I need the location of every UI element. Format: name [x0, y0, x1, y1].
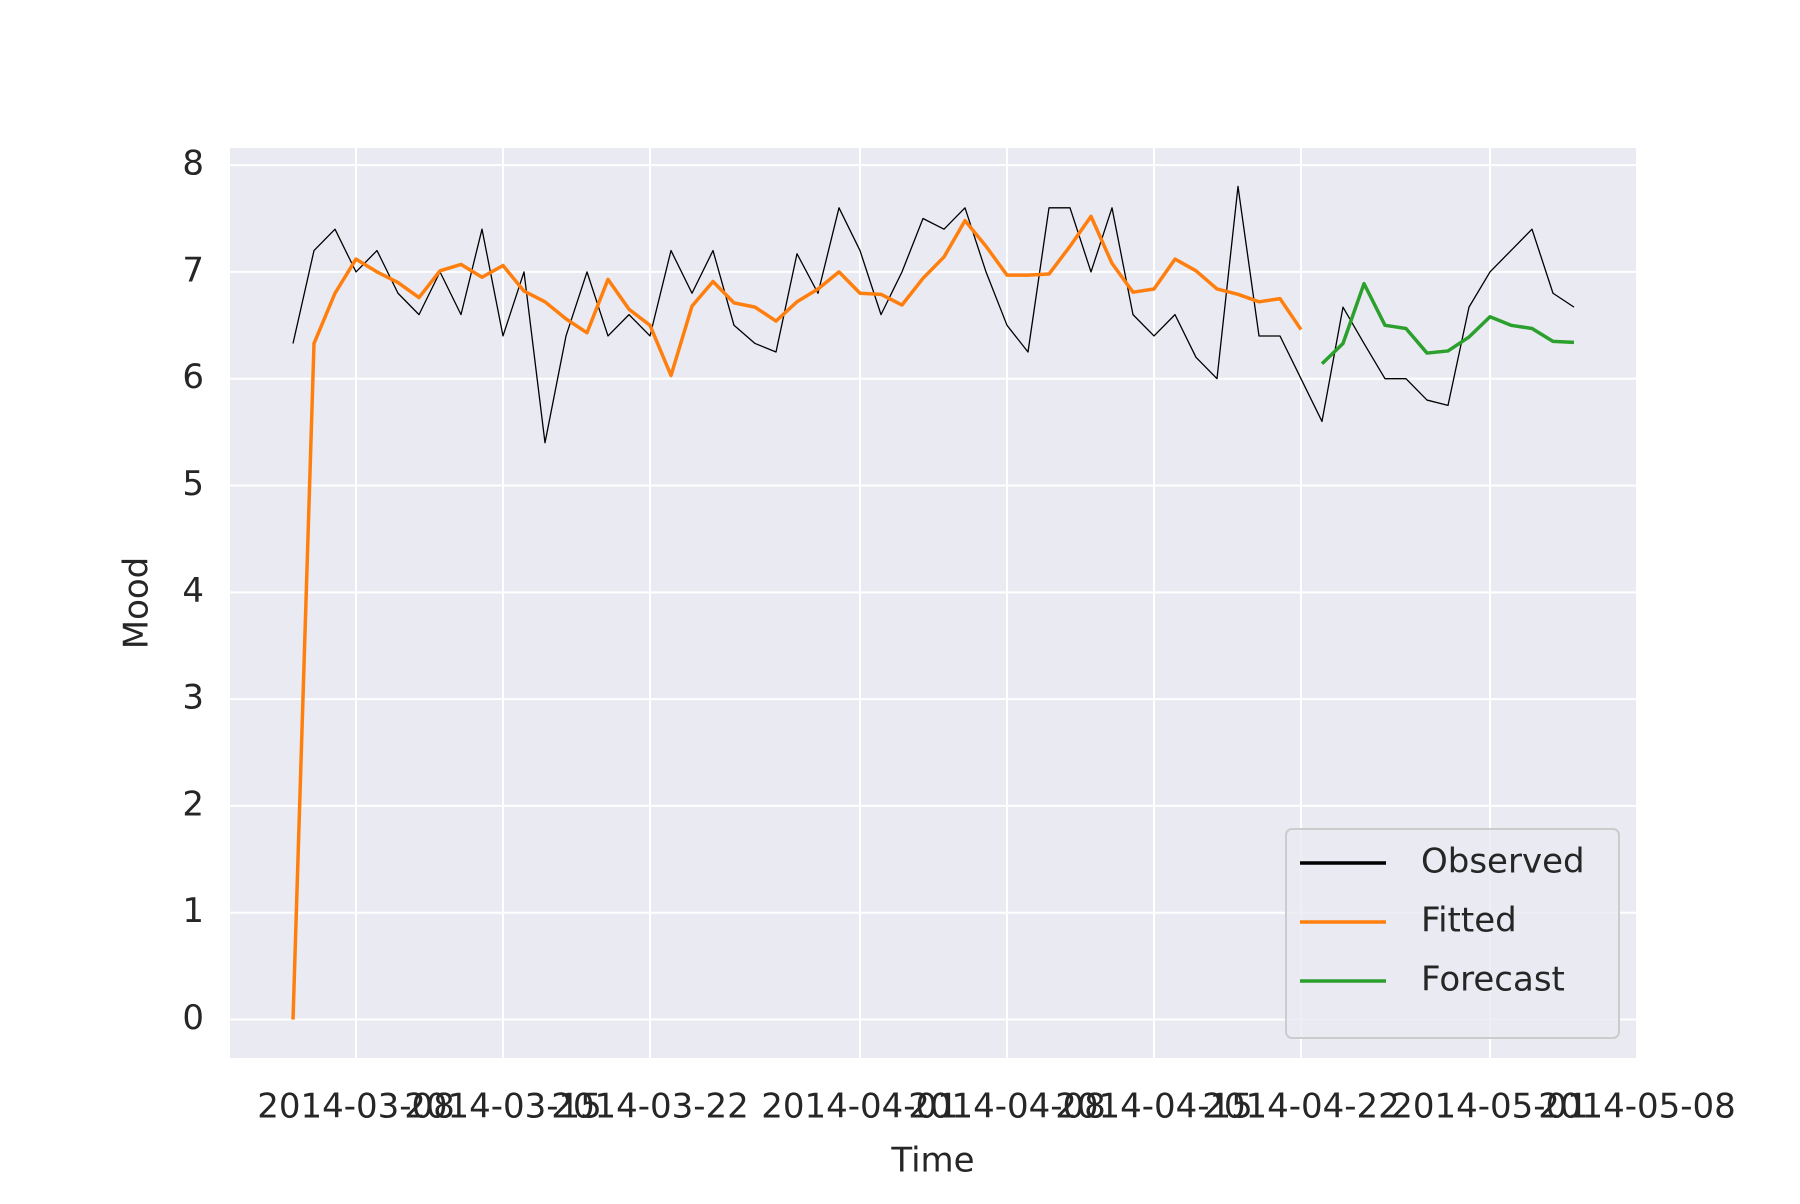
x-tick-label: 2014-04-22	[1202, 1087, 1400, 1127]
y-tick-label: 6	[182, 357, 204, 397]
y-axis-label: Mood	[117, 557, 157, 650]
y-tick-label: 4	[182, 571, 204, 611]
x-tick-label: 2014-04-15	[1055, 1087, 1253, 1127]
y-tick-label: 1	[182, 891, 204, 931]
x-tick-label: 2014-04-01	[761, 1087, 959, 1127]
x-tick-label: 2014-03-08	[257, 1087, 455, 1127]
x-tick-label: 2014-03-22	[551, 1087, 749, 1127]
series-line	[292, 185, 1575, 444]
x-axis-label: Time	[890, 1141, 974, 1181]
y-tick-label: 7	[182, 250, 204, 290]
y-tick-label: 3	[182, 678, 204, 718]
x-tick-label: 2014-03-15	[404, 1087, 602, 1127]
legend: Observed Fitted Forecast	[1285, 828, 1620, 1039]
legend-label: Fitted	[1421, 901, 1517, 941]
legend-label: Observed	[1421, 842, 1585, 882]
y-tick-label: 5	[182, 464, 204, 504]
y-tick-label: 0	[182, 998, 204, 1038]
y-tick-label: 2	[182, 784, 204, 824]
x-tick-label: 2014-04-08	[908, 1087, 1106, 1127]
x-tick-label: 2014-05-08	[1538, 1087, 1736, 1127]
y-tick-label: 8	[182, 144, 204, 184]
series-line	[291, 214, 1303, 1020]
x-tick-label: 2014-05-01	[1391, 1087, 1589, 1127]
legend-label: Forecast	[1421, 960, 1565, 1000]
series-line	[1320, 281, 1575, 366]
legend-box	[1285, 828, 1620, 1039]
